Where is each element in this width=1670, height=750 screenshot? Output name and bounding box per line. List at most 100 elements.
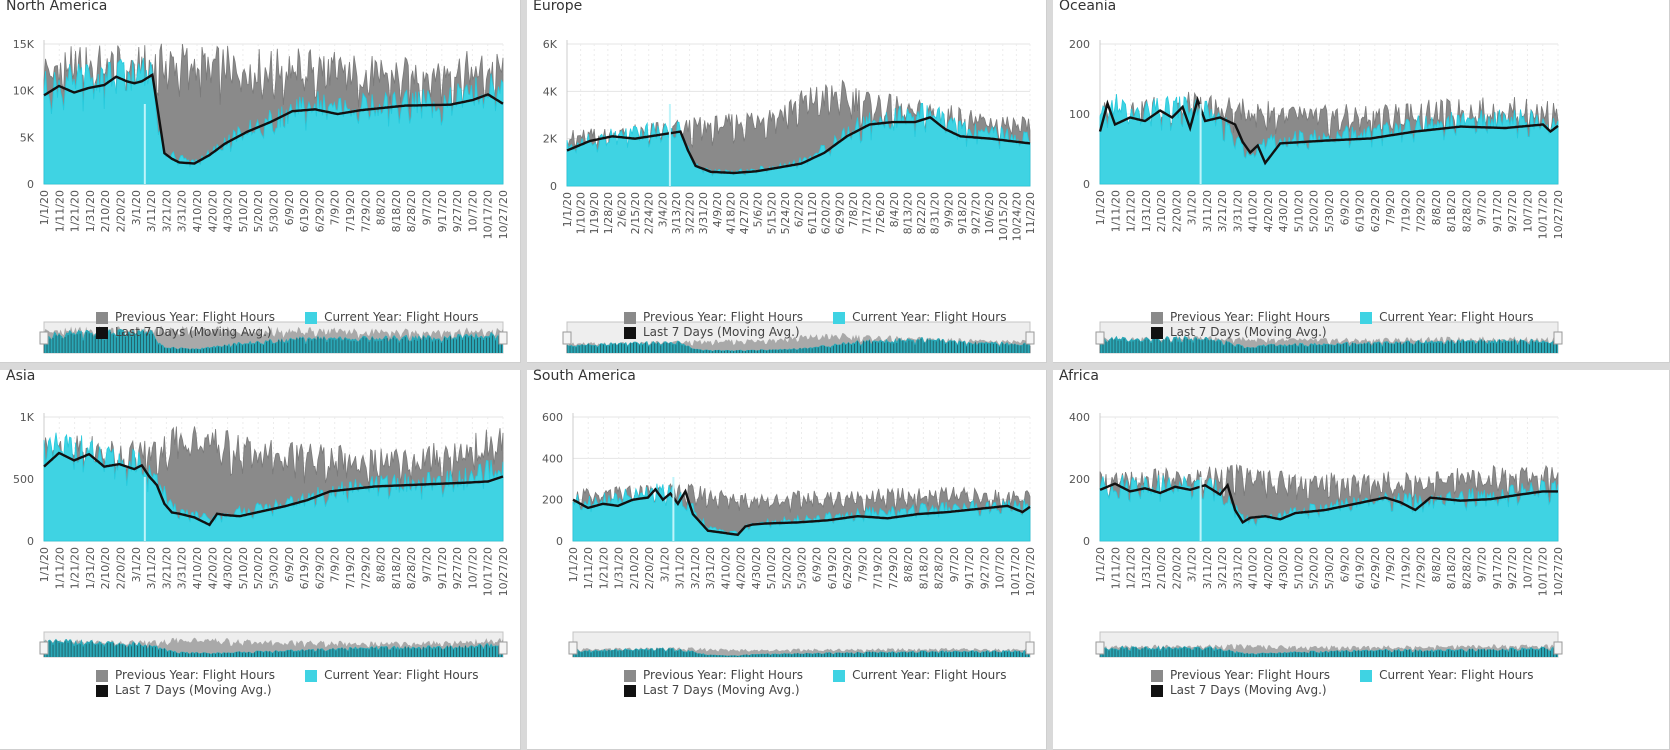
chart-legend: Previous Year: Flight Hours Current Year:… [624,668,1036,698]
x-tick-label: 6/19/20 [1354,547,1367,589]
legend-swatch [96,684,108,697]
y-tick-label: 5K [20,131,35,144]
x-tick-label: 1/1/20 [567,547,580,582]
x-tick-label: 3/1/20 [1186,547,1199,582]
x-tick-label: 2/6/20 [615,192,628,227]
y-tick-label: 600 [542,411,563,424]
legend-item-current-year[interactable]: Current Year: Flight Hours [833,310,1006,325]
x-tick-label: 4/30/20 [750,547,763,589]
navigator-handle[interactable] [1025,331,1035,345]
legend-item-moving-average[interactable]: Last 7 Days (Moving Avg.) [624,325,800,340]
legend-swatch [305,311,318,324]
x-tick-label: 5/10/20 [237,547,250,589]
navigator-handle[interactable] [498,641,508,655]
x-tick-label: 2/20/20 [115,547,128,589]
x-tick-label: 6/29/20 [841,547,854,589]
chart-panel-north-america: North America 0 5K 10K 15K 1/1/20 1/11/20 1/21/… [0,0,521,363]
x-tick-label: 4/9/20 [711,192,724,227]
x-tick-label: 4/30/20 [222,190,235,232]
legend-item-previous-year[interactable]: Previous Year: Flight Hours [624,310,803,325]
x-tick-label: 1/1/20 [1094,547,1107,582]
legend-item-current-year[interactable]: Current Year: Flight Hours [1360,310,1533,325]
x-tick-label: 1/31/20 [1140,547,1153,589]
x-tick-label: 7/8/20 [847,192,860,227]
legend-swatch [1151,311,1163,324]
legend-item-previous-year[interactable]: Previous Year: Flight Hours [96,668,275,683]
series-current-year-area [1099,475,1559,542]
y-tick-label: 100 [1069,108,1090,121]
x-tick-label: 4/20/20 [206,190,219,232]
x-tick-label: 5/30/20 [268,190,281,232]
x-tick-label: 1/1/20 [1094,190,1107,225]
x-tick-label: 3/21/20 [160,547,173,589]
legend-swatch [833,311,846,324]
x-tick-label: 3/31/20 [1231,547,1244,589]
x-tick-label: 8/18/20 [390,547,403,589]
x-tick-label: 2/10/20 [1155,547,1168,589]
legend-label: Current Year: Flight Hours [1379,310,1534,324]
x-tick-label: 1/21/20 [597,547,610,589]
y-tick-label: 15K [13,38,35,51]
x-tick-label: 9/7/20 [1476,190,1489,225]
navigator-handle[interactable] [1553,641,1563,655]
navigator-handle[interactable] [562,331,572,345]
legend-item-current-year[interactable]: Current Year: Flight Hours [305,310,478,325]
navigator-handle[interactable] [498,331,508,345]
legend-item-current-year[interactable]: Current Year: Flight Hours [305,668,478,683]
navigator-handle[interactable] [39,331,49,345]
chart-legend: Previous Year: Flight Hours Current Year:… [96,668,508,698]
legend-item-previous-year[interactable]: Previous Year: Flight Hours [1151,310,1330,325]
x-tick-label: 1/21/20 [1125,547,1138,589]
chart-legend: Previous Year: Flight Hours Current Year:… [1151,668,1563,698]
series-moving-average-line [43,72,504,165]
x-tick-label: 8/8/20 [1430,547,1443,582]
x-tick-label: 5/20/20 [252,190,265,232]
chart-title: Oceania [1059,0,1117,14]
legend-item-moving-average[interactable]: Last 7 Days (Moving Avg.) [624,683,800,698]
x-tick-label: 10/7/20 [1521,190,1534,232]
navigator-current-series [44,638,503,657]
x-tick-label: 8/18/20 [1445,190,1458,232]
x-tick-label: 7/29/20 [1415,190,1428,232]
navigator-handle[interactable] [1095,331,1105,345]
legend-item-current-year[interactable]: Current Year: Flight Hours [833,668,1006,683]
legend-item-moving-average[interactable]: Last 7 Days (Moving Avg.) [1151,325,1327,340]
x-tick-label: 4/20/20 [206,547,219,589]
chart-title: North America [6,0,108,14]
navigator-handle[interactable] [1095,641,1105,655]
legend-label: Previous Year: Flight Hours [643,310,804,324]
x-tick-label: 3/1/20 [130,190,143,225]
x-tick-label: 7/9/20 [1384,190,1397,225]
legend-item-moving-average[interactable]: Last 7 Days (Moving Avg.) [1151,683,1327,698]
legend-item-moving-average[interactable]: Last 7 Days (Moving Avg.) [96,683,272,698]
legend-label: Previous Year: Flight Hours [115,668,276,682]
navigator-handle[interactable] [568,641,578,655]
legend-item-moving-average[interactable]: Last 7 Days (Moving Avg.) [96,325,272,340]
legend-item-previous-year[interactable]: Previous Year: Flight Hours [96,310,275,325]
x-tick-label: 6/20/20 [820,192,833,234]
navigator-handle[interactable] [1553,331,1563,345]
x-tick-label: 5/10/20 [1292,190,1305,232]
x-tick-label: 5/30/20 [268,547,281,589]
x-tick-label: 1/31/20 [84,190,97,232]
x-tick-label: 5/30/20 [796,547,809,589]
navigator-current-series [573,647,1030,657]
x-tick-label: 10/17/20 [1009,547,1022,596]
x-tick-label: 1/19/20 [588,192,601,234]
x-tick-label: 2/10/20 [1155,190,1168,232]
legend-swatch [624,326,636,339]
x-tick-label: 8/18/20 [1445,547,1458,589]
x-tick-label: 3/31/20 [697,192,710,234]
navigator-handle[interactable] [1025,641,1035,655]
x-tick-label: 6/29/20 [833,192,846,234]
navigator-handle[interactable] [39,641,49,655]
legend-item-previous-year[interactable]: Previous Year: Flight Hours [624,668,803,683]
legend-item-current-year[interactable]: Current Year: Flight Hours [1360,668,1533,683]
x-tick-label: 6/11/20 [806,192,819,234]
x-tick-label: 3/1/20 [1186,190,1199,225]
legend-label: Last 7 Days (Moving Avg.) [115,683,272,697]
x-tick-label: 11/2/20 [1024,192,1037,234]
x-tick-label: 9/27/20 [451,547,464,589]
x-tick-label: 6/29/20 [1369,547,1382,589]
legend-item-previous-year[interactable]: Previous Year: Flight Hours [1151,668,1330,683]
